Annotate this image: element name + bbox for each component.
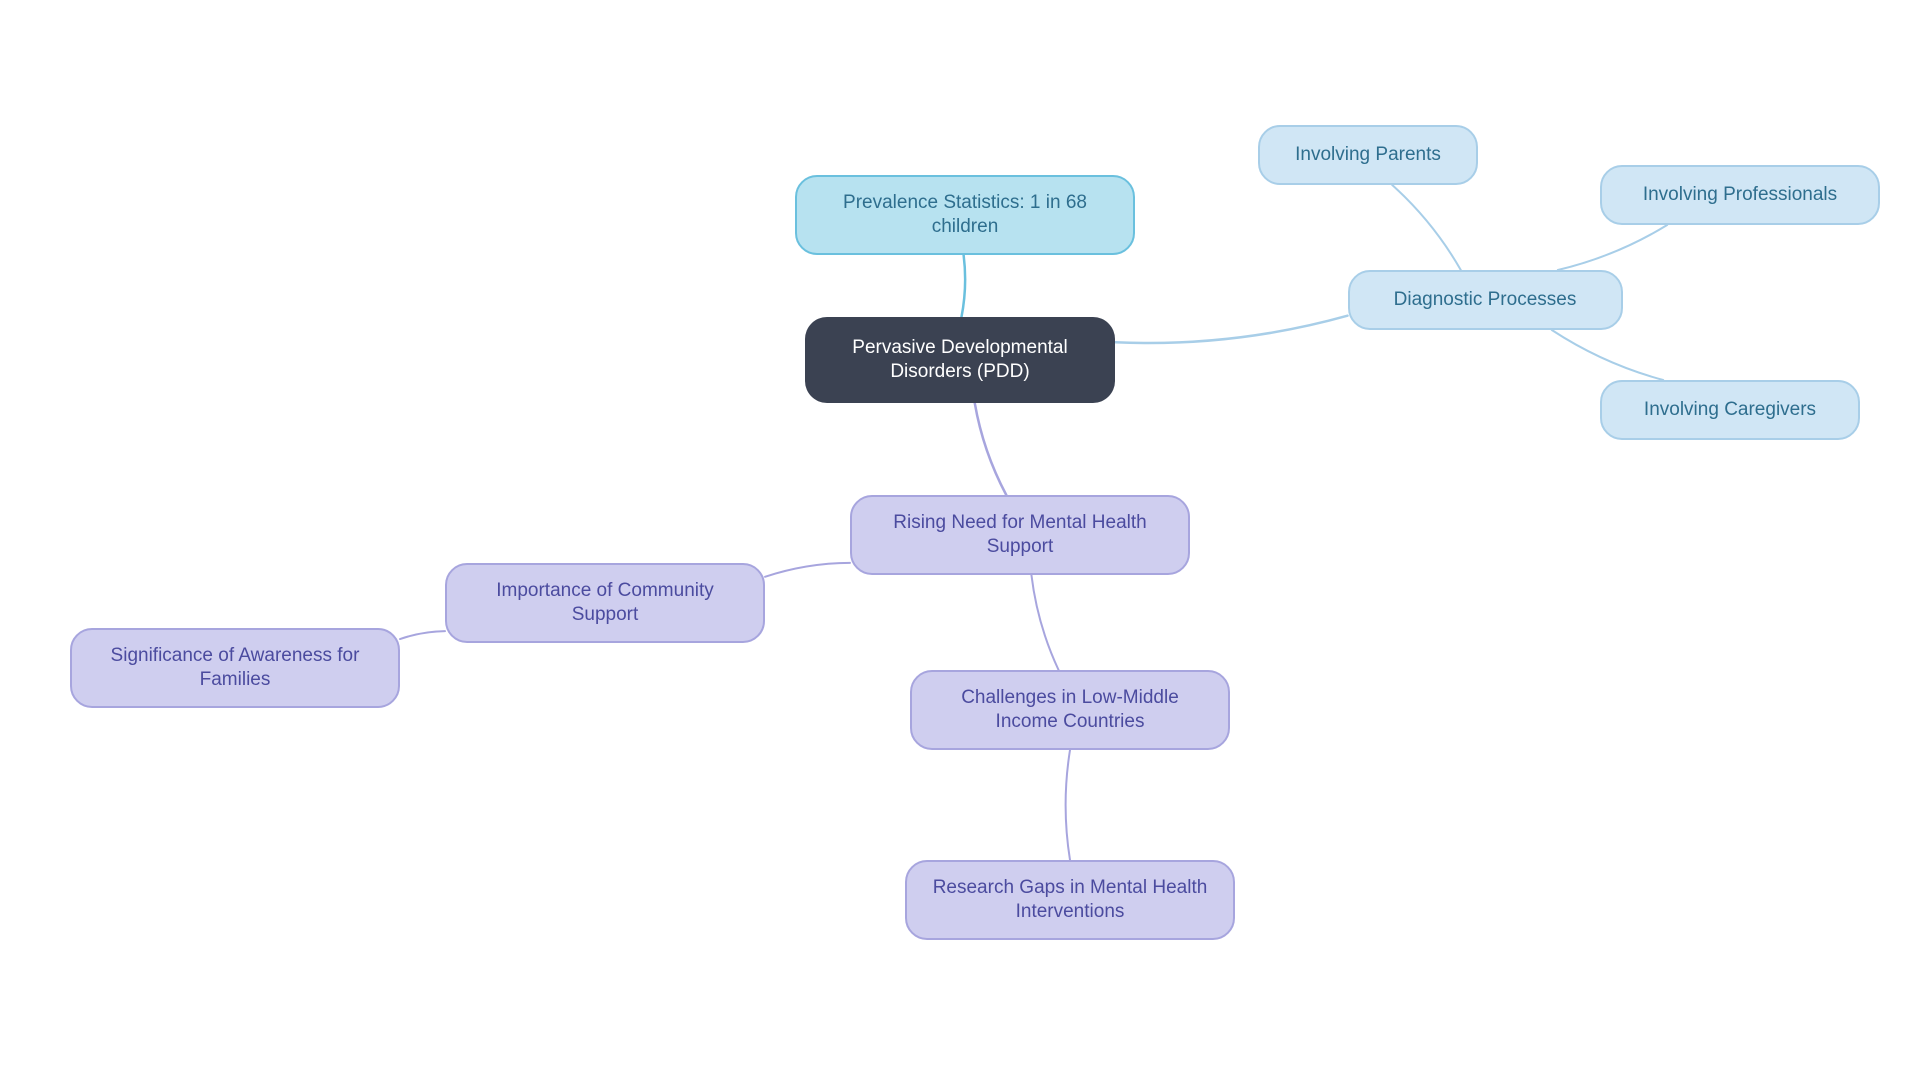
node-label: Challenges in Low-Middle Income Countrie… xyxy=(932,686,1208,734)
node-label: Involving Professionals xyxy=(1643,183,1837,207)
node-label: Involving Parents xyxy=(1295,143,1441,167)
node-awareness: Significance of Awareness for Families xyxy=(70,628,400,708)
node-label: Research Gaps in Mental Health Intervent… xyxy=(927,876,1213,924)
node-prevalence: Prevalence Statistics: 1 in 68 children xyxy=(795,175,1135,255)
node-label: Prevalence Statistics: 1 in 68 children xyxy=(817,191,1113,239)
mindmap-canvas: Pervasive Developmental Disorders (PDD) … xyxy=(0,0,1920,1080)
node-label: Importance of Community Support xyxy=(467,579,743,627)
node-label: Pervasive Developmental Disorders (PDD) xyxy=(825,336,1095,384)
node-label: Diagnostic Processes xyxy=(1394,288,1577,312)
node-professionals: Involving Professionals xyxy=(1600,165,1880,225)
node-label: Significance of Awareness for Families xyxy=(92,644,378,692)
node-caregivers: Involving Caregivers xyxy=(1600,380,1860,440)
node-root: Pervasive Developmental Disorders (PDD) xyxy=(805,317,1115,403)
node-label: Rising Need for Mental Health Support xyxy=(872,511,1168,559)
node-community: Importance of Community Support xyxy=(445,563,765,643)
node-rising-need: Rising Need for Mental Health Support xyxy=(850,495,1190,575)
node-parents: Involving Parents xyxy=(1258,125,1478,185)
node-diagnostic: Diagnostic Processes xyxy=(1348,270,1623,330)
node-label: Involving Caregivers xyxy=(1644,398,1816,422)
node-challenges: Challenges in Low-Middle Income Countrie… xyxy=(910,670,1230,750)
node-research: Research Gaps in Mental Health Intervent… xyxy=(905,860,1235,940)
